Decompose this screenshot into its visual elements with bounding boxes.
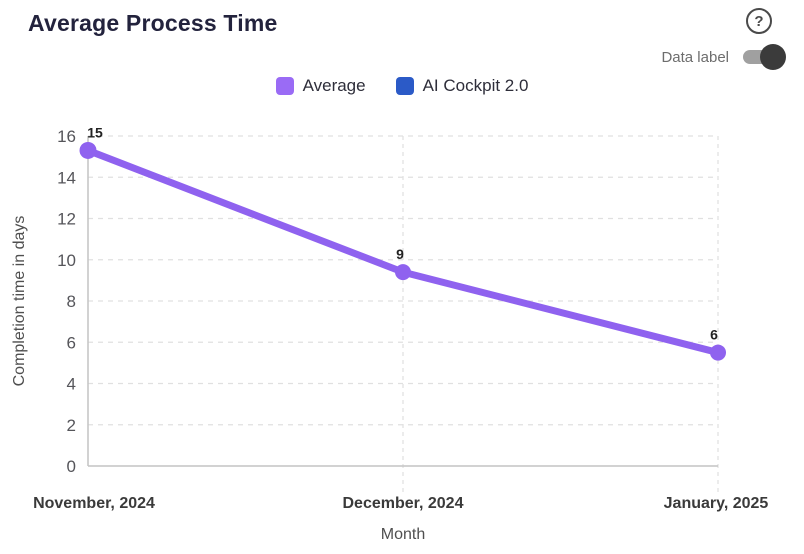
legend-label-ai-cockpit: AI Cockpit 2.0 bbox=[422, 76, 529, 95]
y-tick-label: 16 bbox=[57, 127, 76, 146]
y-tick-label: 8 bbox=[67, 292, 76, 311]
page-title: Average Process Time bbox=[28, 10, 278, 36]
x-tick-label: November, 2024 bbox=[33, 495, 155, 512]
data-point[interactable] bbox=[79, 141, 97, 159]
y-tick-label: 10 bbox=[57, 251, 76, 270]
x-tick-label: January, 2025 bbox=[664, 495, 769, 512]
data-label-toggle[interactable] bbox=[743, 44, 786, 70]
legend-swatch-ai-cockpit bbox=[395, 77, 414, 95]
y-tick-label: 6 bbox=[67, 333, 76, 352]
y-tick-label: 0 bbox=[67, 457, 76, 476]
y-tick-label: 12 bbox=[57, 210, 76, 229]
data-label: 15 bbox=[87, 124, 103, 140]
legend-item-ai-cockpit[interactable]: AI Cockpit 2.0 bbox=[395, 76, 529, 96]
question-mark-glyph: ? bbox=[754, 12, 764, 30]
data-label: 9 bbox=[396, 246, 404, 262]
legend-label-average: Average bbox=[302, 76, 366, 95]
y-tick-label: 14 bbox=[57, 168, 76, 187]
y-axis-title: Completion time in days bbox=[11, 216, 28, 387]
legend-swatch-average bbox=[275, 77, 294, 95]
legend: Average AI Cockpit 2.0 bbox=[0, 76, 804, 96]
y-tick-label: 4 bbox=[67, 375, 76, 394]
legend-item-average[interactable]: Average bbox=[275, 76, 366, 96]
y-tick-label: 2 bbox=[67, 416, 76, 435]
x-axis-title: Month bbox=[381, 526, 425, 543]
x-tick-label: December, 2024 bbox=[343, 495, 464, 512]
help-icon[interactable]: ? bbox=[746, 8, 772, 34]
data-point[interactable] bbox=[710, 344, 726, 361]
data-label-toggle-label: Data label bbox=[661, 48, 729, 66]
data-label: 6 bbox=[710, 327, 718, 343]
toggle-knob bbox=[760, 44, 786, 70]
data-label-control: Data label bbox=[661, 44, 786, 70]
data-point[interactable] bbox=[395, 264, 411, 281]
